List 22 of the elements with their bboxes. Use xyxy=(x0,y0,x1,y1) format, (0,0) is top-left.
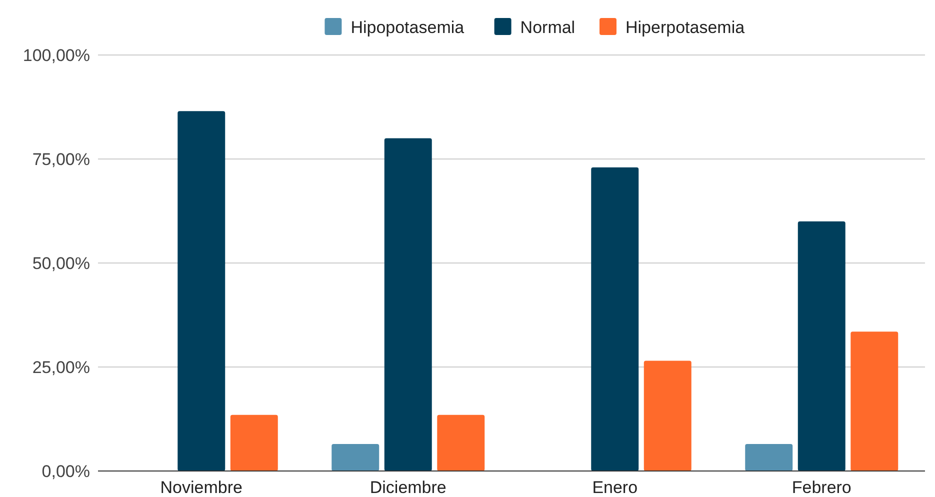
bar xyxy=(644,360,692,471)
x-tick-label: Noviembre xyxy=(160,478,242,497)
x-tick-label: Enero xyxy=(592,478,638,497)
x-tick-label: Diciembre xyxy=(370,478,446,497)
bar xyxy=(745,444,793,471)
bar xyxy=(798,221,846,471)
bar xyxy=(437,414,485,471)
y-tick-label: 0,00% xyxy=(42,462,90,481)
legend-label: Normal xyxy=(520,18,576,37)
bar xyxy=(591,167,639,471)
legend-label: Hipopotasemia xyxy=(350,18,465,37)
bar xyxy=(384,138,432,471)
bar xyxy=(332,444,380,471)
bar xyxy=(850,332,898,471)
bar xyxy=(178,111,226,471)
legend-label: Hiperpotasemia xyxy=(626,18,746,37)
x-tick-label: Febrero xyxy=(792,478,852,497)
bar xyxy=(230,414,278,471)
y-tick-label: 25,00% xyxy=(32,358,90,377)
y-tick-label: 50,00% xyxy=(32,254,90,273)
y-tick-label: 75,00% xyxy=(32,150,90,169)
y-tick-label: 100,00% xyxy=(22,46,90,65)
